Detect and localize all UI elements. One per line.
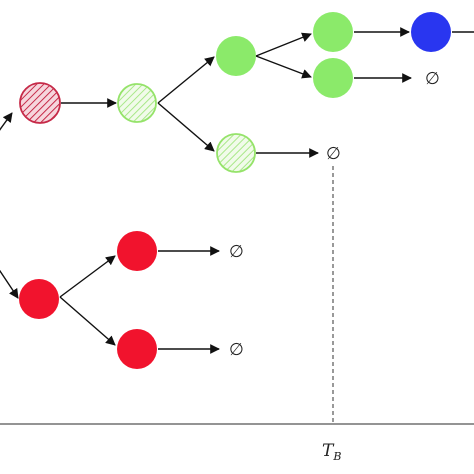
node-green-mid xyxy=(216,36,256,76)
time-label-main: T xyxy=(322,441,335,461)
node-red-bottom xyxy=(117,329,157,369)
time-label: TB xyxy=(322,441,341,463)
empty-symbol-2: ∅ xyxy=(326,144,341,164)
node-hatched-green-2 xyxy=(216,133,256,173)
node-green-upper-right xyxy=(313,12,353,52)
edge-to-red-top xyxy=(59,255,116,298)
edge-to-green-upper-right xyxy=(255,32,312,57)
node-red-root xyxy=(19,279,59,319)
edge-to-red-bottom xyxy=(59,296,116,346)
edges-upper-tree xyxy=(0,27,474,158)
edge-to-green-top xyxy=(157,56,215,104)
time-label-subscript: B xyxy=(332,450,341,463)
edges-lower-tree xyxy=(0,246,220,354)
node-hatched-green-1 xyxy=(117,83,157,123)
node-hatched-red xyxy=(19,82,61,124)
edge-to-green-lower-right xyxy=(255,55,312,79)
empty-symbol-3: ∅ xyxy=(229,242,244,262)
empty-symbol-1: ∅ xyxy=(425,69,440,89)
node-green-lower-right xyxy=(313,58,353,98)
empty-symbol-4: ∅ xyxy=(229,340,244,360)
nodes xyxy=(19,12,451,369)
edge-incoming-left-lower xyxy=(0,269,19,299)
edge-incoming-left xyxy=(0,112,13,131)
node-blue xyxy=(411,12,451,52)
node-red-top xyxy=(117,231,157,271)
edge-to-green-hatched-lower xyxy=(157,102,215,152)
